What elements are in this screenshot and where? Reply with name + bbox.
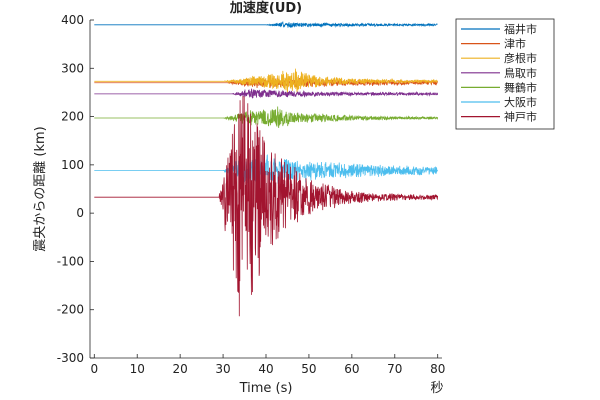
legend-label: 舞鶴市 <box>504 80 537 94</box>
x-tick-label: 30 <box>215 362 230 376</box>
y-tick-label: -200 <box>57 303 84 317</box>
x-tick-label: 40 <box>258 362 273 376</box>
legend-label: 神戸市 <box>504 110 537 124</box>
series-line-3 <box>94 68 438 93</box>
y-tick-label: 0 <box>76 206 84 220</box>
y-tick-label: 200 <box>61 110 84 124</box>
series-traces <box>94 20 439 317</box>
legend-label: 彦根市 <box>504 51 537 65</box>
x-ticks: 0 10 20 30 40 50 60 70 80 <box>90 354 445 376</box>
y-axis-label: 震央からの距離 (km) <box>33 126 48 251</box>
y-tick-label: -100 <box>57 254 84 268</box>
x-tick-label: 50 <box>301 362 316 376</box>
x-tick-label: 70 <box>387 362 402 376</box>
series-line-7 <box>94 95 439 317</box>
series-line-1 <box>94 20 438 29</box>
x-axis-label: Time (s) <box>239 381 293 396</box>
y-tick-label: 300 <box>61 61 84 75</box>
chart-title: 加速度(UD) <box>229 0 302 16</box>
legend-box <box>455 18 555 130</box>
x-unit-label: 秒 <box>430 381 443 396</box>
plot-area <box>90 20 442 358</box>
series-line-4 <box>94 88 439 99</box>
x-tick-label: 10 <box>130 362 145 376</box>
x-tick-label: 60 <box>344 362 359 376</box>
x-tick-label: 80 <box>430 362 445 376</box>
series-line-6 <box>94 154 438 186</box>
y-tick-label: -300 <box>57 351 84 365</box>
y-tick-label: 100 <box>61 158 84 172</box>
legend-label: 大阪市 <box>504 95 537 109</box>
legend-label: 津市 <box>504 37 526 51</box>
series-line-5 <box>94 106 439 129</box>
y-ticks: -300 -200 -100 0 100 200 300 400 <box>57 13 94 365</box>
x-tick-label: 0 <box>90 362 98 376</box>
legend-label: 福井市 <box>504 22 537 36</box>
y-tick-label: 400 <box>61 13 84 27</box>
legend-label: 鳥取市 <box>504 66 537 80</box>
x-tick-label: 20 <box>173 362 188 376</box>
